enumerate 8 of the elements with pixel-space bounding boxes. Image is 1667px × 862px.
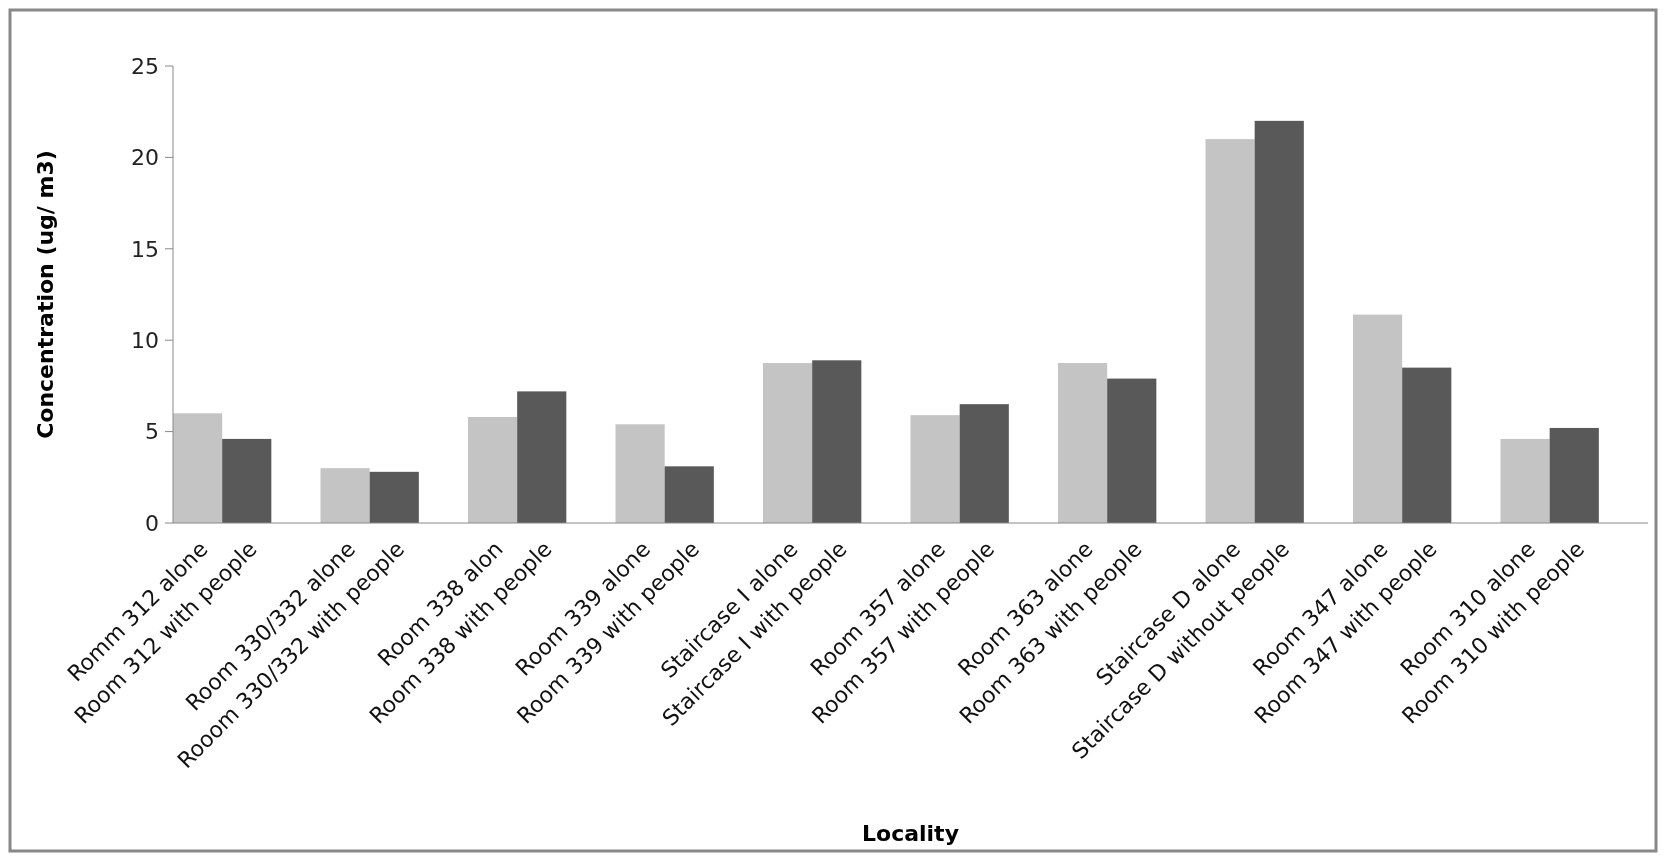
y-tick-label: 0 [145,510,159,536]
y-tick-label: 25 [131,53,159,79]
y-tick-label: 20 [131,145,159,171]
y-tick-label: 15 [131,236,159,262]
y-tick-label: 5 [145,419,159,445]
y-tick-label: 10 [131,327,159,353]
y-axis-title: Concentration (ug/ m3) [33,150,58,439]
x-axis-title: Locality [862,821,959,846]
